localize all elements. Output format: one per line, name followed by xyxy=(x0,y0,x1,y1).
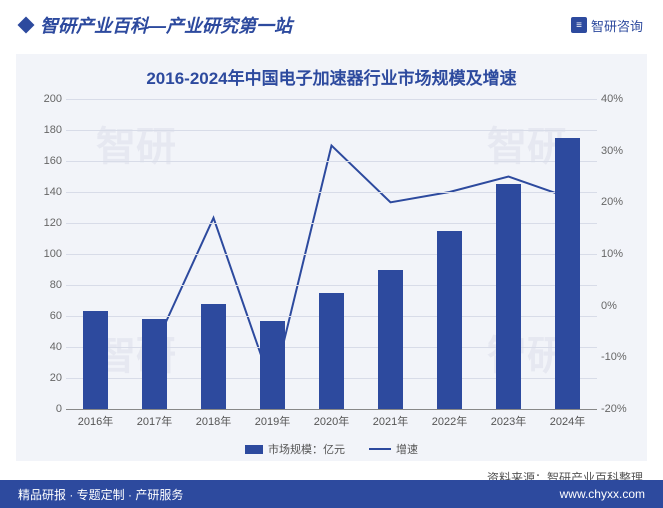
y-left-tick: 20 xyxy=(30,372,62,384)
x-tick-label: 2019年 xyxy=(243,413,302,429)
bar xyxy=(201,304,226,409)
y-right-tick: 40% xyxy=(601,93,637,105)
y-left-tick: 60 xyxy=(30,310,62,322)
legend-bar-swatch-icon xyxy=(245,445,263,454)
brand-logo: ≡ 智研咨询 xyxy=(571,16,643,35)
chart-title: 2016-2024年中国电子加速器行业市场规模及增速 xyxy=(16,64,647,89)
y-left-tick: 100 xyxy=(30,248,62,260)
legend-line-swatch-icon xyxy=(369,448,391,450)
bar xyxy=(260,321,285,409)
y-left-tick: 40 xyxy=(30,341,62,353)
x-tick-label: 2024年 xyxy=(538,413,597,429)
y-left-tick: 0 xyxy=(30,403,62,415)
x-axis-labels: 2016年2017年2018年2019年2020年2021年2022年2023年… xyxy=(66,413,597,429)
x-tick-label: 2021年 xyxy=(361,413,420,429)
grid-line xyxy=(66,130,597,131)
diamond-icon xyxy=(18,17,35,34)
legend-line-label: 增速 xyxy=(396,441,418,457)
bar xyxy=(319,293,344,409)
y-right-tick: 0% xyxy=(601,300,637,312)
y-right-tick: -10% xyxy=(601,351,637,363)
bar xyxy=(437,231,462,409)
bar xyxy=(555,138,580,409)
header-title: 智研产业百科—产业研究第一站 xyxy=(40,12,292,38)
bar xyxy=(142,319,167,409)
y-left-tick: 120 xyxy=(30,217,62,229)
x-tick-label: 2018年 xyxy=(184,413,243,429)
header-bar: 智研产业百科—产业研究第一站 ≡ 智研咨询 xyxy=(0,0,663,46)
legend-bar-label: 市场规模：亿元 xyxy=(268,441,345,457)
footer-left: 精品研报 · 专题定制 · 产研服务 xyxy=(18,486,183,503)
footer-right: www.chyxx.com xyxy=(560,487,645,501)
y-right-tick: 10% xyxy=(601,248,637,260)
logo-icon: ≡ xyxy=(571,17,587,33)
x-tick-label: 2017年 xyxy=(125,413,184,429)
y-right-tick: 20% xyxy=(601,196,637,208)
y-left-tick: 140 xyxy=(30,186,62,198)
footer-bar: 精品研报 · 专题定制 · 产研服务 www.chyxx.com xyxy=(0,480,663,508)
grid-line xyxy=(66,161,597,162)
header-left: 智研产业百科—产业研究第一站 xyxy=(20,12,292,38)
plot-area: 020406080100120140160180200-20%-10%0%10%… xyxy=(66,99,597,409)
y-left-tick: 80 xyxy=(30,279,62,291)
chart-container: 智研 智研 智研 智研 2016-2024年中国电子加速器行业市场规模及增速 0… xyxy=(16,54,647,461)
legend-bar: 市场规模：亿元 xyxy=(245,441,345,457)
x-tick-label: 2020年 xyxy=(302,413,361,429)
y-left-tick: 200 xyxy=(30,93,62,105)
x-tick-label: 2016年 xyxy=(66,413,125,429)
y-left-tick: 180 xyxy=(30,124,62,136)
bar xyxy=(83,311,108,409)
logo-text: 智研咨询 xyxy=(591,16,643,35)
grid-line xyxy=(66,99,597,100)
x-tick-label: 2022年 xyxy=(420,413,479,429)
x-tick-label: 2023年 xyxy=(479,413,538,429)
x-axis-line xyxy=(66,409,597,410)
legend: 市场规模：亿元 增速 xyxy=(16,441,647,457)
y-right-tick: -20% xyxy=(601,403,637,415)
y-right-tick: 30% xyxy=(601,145,637,157)
legend-line: 增速 xyxy=(369,441,418,457)
bar xyxy=(378,270,403,410)
bar xyxy=(496,184,521,409)
y-left-tick: 160 xyxy=(30,155,62,167)
